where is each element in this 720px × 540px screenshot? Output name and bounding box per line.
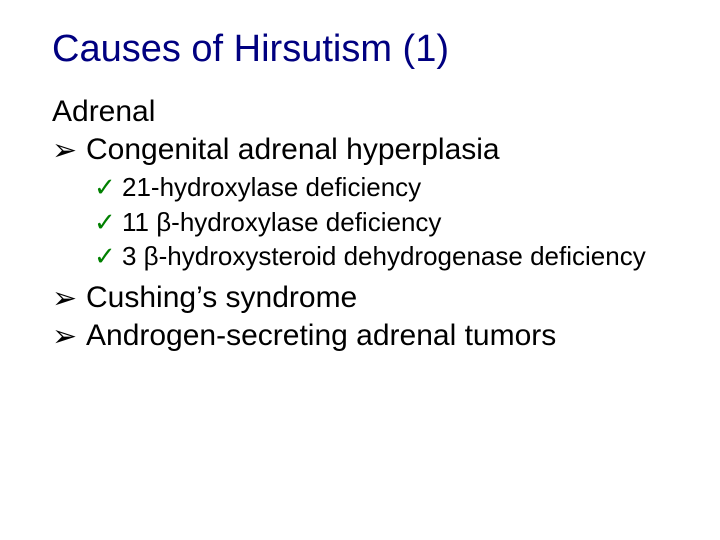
bullet-cah-text: Congenital adrenal hyperplasia — [86, 133, 500, 166]
spacer — [52, 275, 680, 279]
slide-title: Causes of Hirsutism (1) — [52, 28, 680, 71]
subbullet-3-beta-hydroxysteroid: ✓ 3 β-hydroxysteroid dehydrogenase defic… — [94, 240, 680, 273]
subbullet-21-hydroxylase: ✓ 21-hydroxylase deficiency — [94, 171, 680, 204]
check-icon: ✓ — [94, 171, 116, 204]
bullet-cushing-text: Cushing’s syndrome — [86, 281, 357, 314]
slide-container: Causes of Hirsutism (1) Adrenal ➢ Congen… — [0, 0, 720, 540]
check-icon: ✓ — [94, 206, 116, 239]
bullet-cushing: ➢ Cushing’s syndrome — [52, 281, 680, 315]
arrow-icon: ➢ — [52, 133, 77, 168]
subbullet-11-text: 11 β-hydroxylase deficiency — [122, 207, 441, 237]
section-heading-adrenal: Adrenal — [52, 95, 680, 129]
bullet-cah: ➢ Congenital adrenal hyperplasia — [52, 133, 680, 167]
bullet-tumors-text: Androgen-secreting adrenal tumors — [86, 319, 556, 352]
subbullet-11-beta-hydroxylase: ✓ 11 β-hydroxylase deficiency — [94, 206, 680, 239]
subbullet-21-text: 21-hydroxylase deficiency — [122, 172, 421, 202]
arrow-icon: ➢ — [52, 319, 77, 354]
arrow-icon: ➢ — [52, 281, 77, 316]
subbullet-3-text: 3 β-hydroxysteroid dehydrogenase deficie… — [122, 241, 646, 271]
check-icon: ✓ — [94, 240, 116, 273]
bullet-tumors: ➢ Androgen-secreting adrenal tumors — [52, 319, 680, 353]
